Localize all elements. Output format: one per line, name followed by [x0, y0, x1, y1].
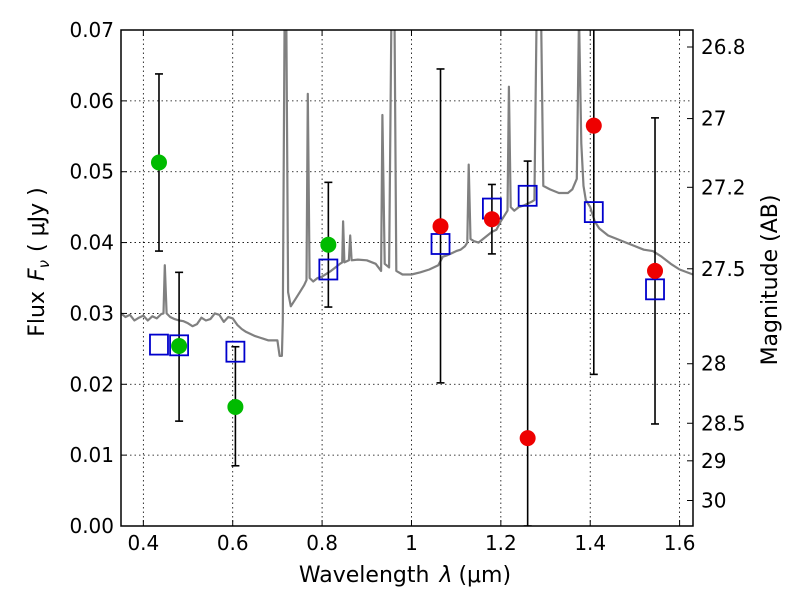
- y-tick-label: 0.04: [69, 231, 114, 255]
- x-axis-label: Wavelength λ (μm): [299, 563, 511, 588]
- model-photometry-square: [225, 340, 246, 363]
- observed-flux-point: [519, 430, 536, 447]
- x-tick-label: 0.6: [217, 531, 249, 555]
- model-photometry-square: [583, 201, 604, 224]
- magnitude-tick-label: 27: [701, 107, 726, 131]
- y-tick-label: 0.05: [69, 160, 114, 184]
- magnitude-axis-label: Magnitude (AB): [758, 195, 783, 366]
- observed-flux-point: [320, 236, 337, 253]
- observed-flux-point: [585, 117, 602, 134]
- plot-frame: [120, 29, 694, 527]
- y-tick-label: 0.03: [69, 301, 114, 325]
- magnitude-tick-label: 26.8: [701, 35, 746, 59]
- y-tick-label: 0.07: [69, 18, 114, 42]
- observed-flux-point: [227, 398, 244, 415]
- observed-flux-point: [483, 211, 500, 228]
- model-photometry-square: [169, 334, 189, 357]
- y-tick-label: 0.06: [69, 89, 114, 113]
- x-tick-label: 0.8: [306, 531, 338, 555]
- magnitude-tick-label: 28: [701, 352, 726, 376]
- x-tick-label: 1.2: [485, 531, 517, 555]
- x-tick-label: 1.4: [574, 531, 606, 555]
- y-tick-label: 0.00: [69, 514, 114, 538]
- model-photometry-square: [318, 258, 339, 281]
- x-tick-label: 1: [405, 531, 418, 555]
- y-tick-label: 0.02: [69, 372, 114, 396]
- model-photometry-square: [645, 278, 665, 301]
- magnitude-tick-label: 27.2: [701, 175, 746, 199]
- y-tick-label: 0.01: [69, 443, 114, 467]
- spectrum-layer: [121, 30, 693, 357]
- model-photometry-square: [517, 184, 538, 207]
- model-spectrum-line: [121, 30, 693, 357]
- y-axis-label: FluxFν( μJy ): [25, 187, 53, 336]
- observed-flux-point: [432, 218, 449, 235]
- axis-ticks: 0.4 0.6 0.8 1 1.2 1.4 1.6 0.00 0.01 0.02 0.03 0.04 0…: [69, 18, 745, 555]
- observed-flux-point: [647, 262, 664, 279]
- magnitude-tick-label: 30: [701, 488, 726, 512]
- x-tick-label: 1.6: [664, 531, 696, 555]
- model-photometry-square: [149, 333, 169, 356]
- data-markers: [149, 117, 665, 447]
- magnitude-tick-label: 29: [701, 449, 726, 473]
- observed-flux-point: [171, 338, 188, 355]
- observed-flux-point: [150, 154, 167, 171]
- magnitude-tick-label: 28.5: [701, 411, 746, 435]
- x-tick-label: 0.4: [127, 531, 159, 555]
- magnitude-tick-label: 27.5: [701, 257, 746, 281]
